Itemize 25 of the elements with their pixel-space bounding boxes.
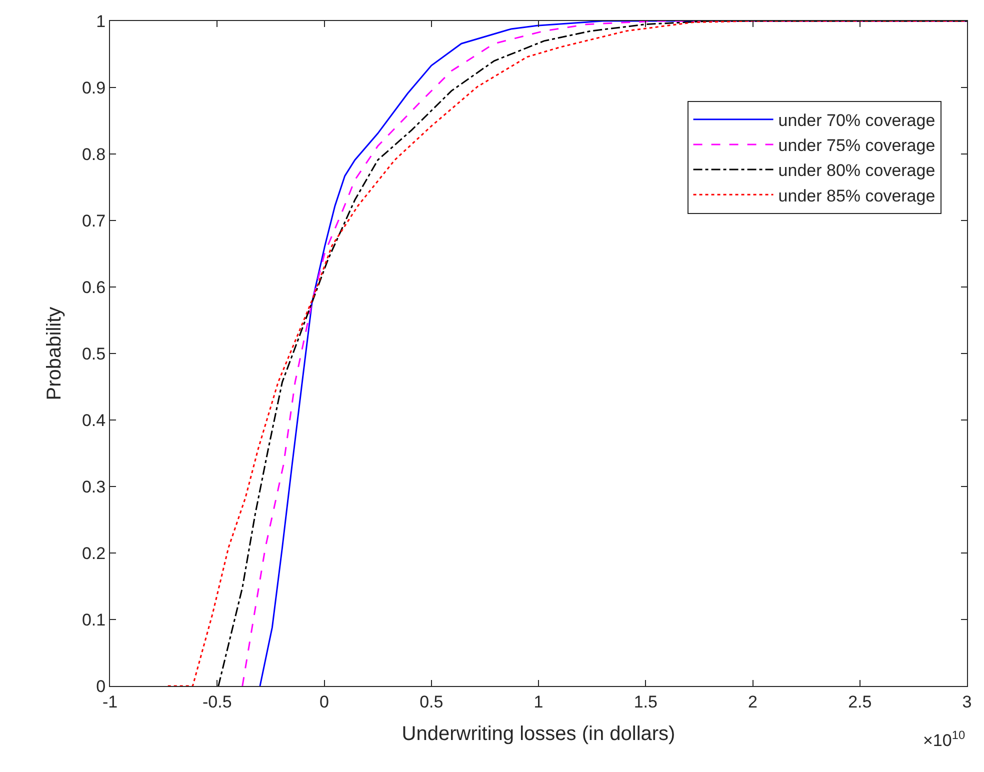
y-axis-title: Probability: [43, 306, 66, 400]
x-tick-label: 0: [320, 692, 329, 712]
legend-label: under 85% coverage: [778, 186, 936, 206]
y-tick-label: 0.1: [82, 610, 106, 630]
y-tick-label: 0.6: [82, 278, 106, 297]
y-tick-label: 0.2: [82, 544, 106, 563]
legend-label: under 80% coverage: [778, 161, 936, 180]
y-tick-label: 0.4: [82, 410, 106, 430]
y-tick-label: 1: [96, 12, 106, 31]
x-tick-label: -0.5: [202, 692, 232, 712]
y-tick-label: 0.9: [82, 78, 106, 98]
x-tick-label: 2: [748, 692, 758, 712]
x-tick-label: 3: [962, 692, 972, 712]
x-axis-title: Underwriting losses (in dollars): [402, 722, 676, 745]
x-tick-label: 0.5: [420, 692, 444, 712]
x-tick-label: 2.5: [848, 692, 872, 712]
text: ×10$^{10}$: [923, 728, 966, 750]
y-tick-label: 0.8: [82, 144, 106, 164]
y-tick-label: 0.5: [82, 344, 106, 364]
x-tick-label: 1.5: [634, 692, 658, 712]
legend-label: under 70% coverage: [778, 110, 936, 130]
legend-label: under 75% coverage: [778, 136, 936, 156]
y-tick-label: 0.7: [82, 211, 106, 230]
x-tick-label: 1: [534, 692, 544, 712]
y-tick-label: 0.3: [82, 477, 106, 496]
